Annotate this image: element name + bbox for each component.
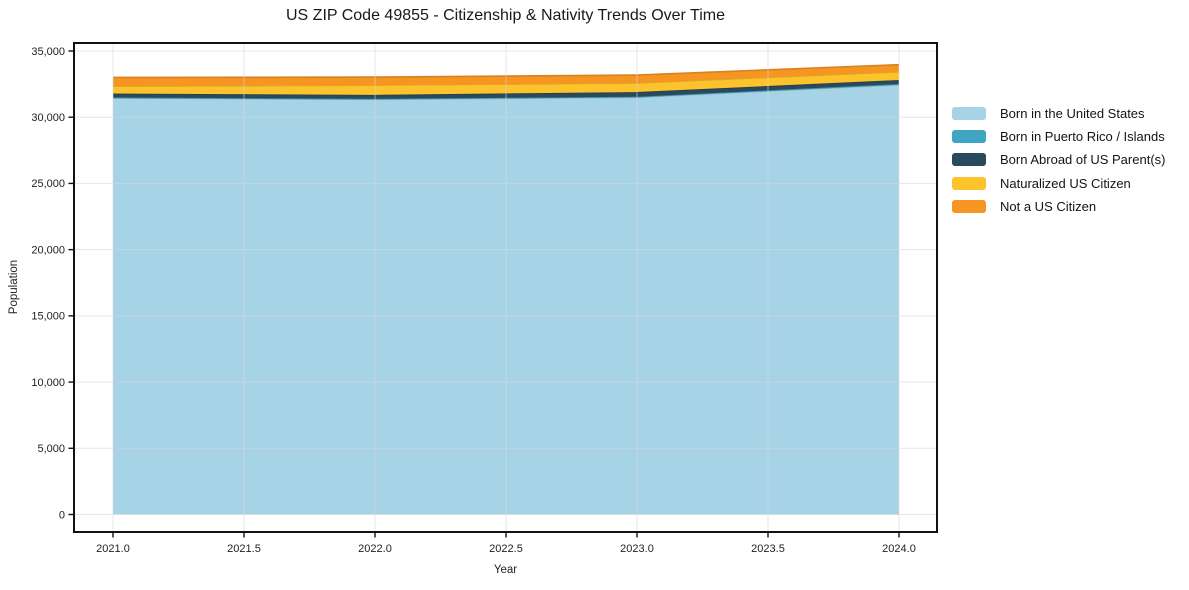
y-tick-label: 5,000	[37, 443, 65, 455]
x-tick-label: 2022.5	[489, 543, 523, 555]
chart-legend: Born in the United States Born in Puerto …	[952, 102, 1165, 218]
y-tick-label: 20,000	[31, 244, 65, 256]
legend-swatch	[952, 199, 986, 213]
legend-swatch	[952, 176, 986, 190]
x-tick-label: 2023.0	[620, 543, 654, 555]
legend-label: Not a US Citizen	[1000, 198, 1097, 214]
legend-label: Born Abroad of US Parent(s)	[1000, 152, 1166, 168]
legend-item: Naturalized US Citizen	[952, 172, 1165, 195]
x-tick-label: 2022.0	[358, 543, 392, 555]
y-tick-label: 10,000	[31, 377, 65, 389]
legend-item: Born in the United States	[952, 102, 1165, 125]
legend-label: Born in the United States	[1000, 106, 1145, 122]
y-axis-label: Population	[8, 259, 20, 315]
y-tick-label: 30,000	[31, 112, 65, 124]
axis-ticks: 2021.0 2021.5 2022.0 2022.5 2023.0 2023.5 2024…	[31, 46, 915, 555]
legend-label: Born in Puerto Rico / Islands	[1000, 129, 1165, 145]
x-tick-label: 2024.0	[882, 543, 916, 555]
legend-item: Born Abroad of US Parent(s)	[952, 148, 1165, 171]
legend-item: Not a US Citizen	[952, 195, 1165, 218]
legend-label: Naturalized US Citizen	[1000, 175, 1131, 191]
x-tick-label: 2021.5	[227, 543, 261, 555]
area-naturalized-us-citizen	[113, 71, 899, 95]
chart-title: US ZIP Code 49855 - Citizenship & Nativi…	[286, 7, 725, 24]
legend-swatch	[952, 130, 986, 144]
gridlines	[74, 43, 937, 532]
x-axis-label: Year	[493, 564, 518, 576]
legend-swatch	[952, 107, 986, 121]
y-tick-label: 0	[59, 509, 65, 521]
legend-swatch	[952, 153, 986, 167]
area-not-a-us-citizen	[113, 64, 899, 87]
legend-item: Born in Puerto Rico / Islands	[952, 125, 1165, 148]
y-tick-label: 25,000	[31, 178, 65, 190]
x-tick-label: 2021.0	[96, 543, 130, 555]
x-tick-label: 2023.5	[751, 543, 785, 555]
y-tick-label: 35,000	[31, 46, 65, 58]
y-tick-label: 15,000	[31, 311, 65, 323]
